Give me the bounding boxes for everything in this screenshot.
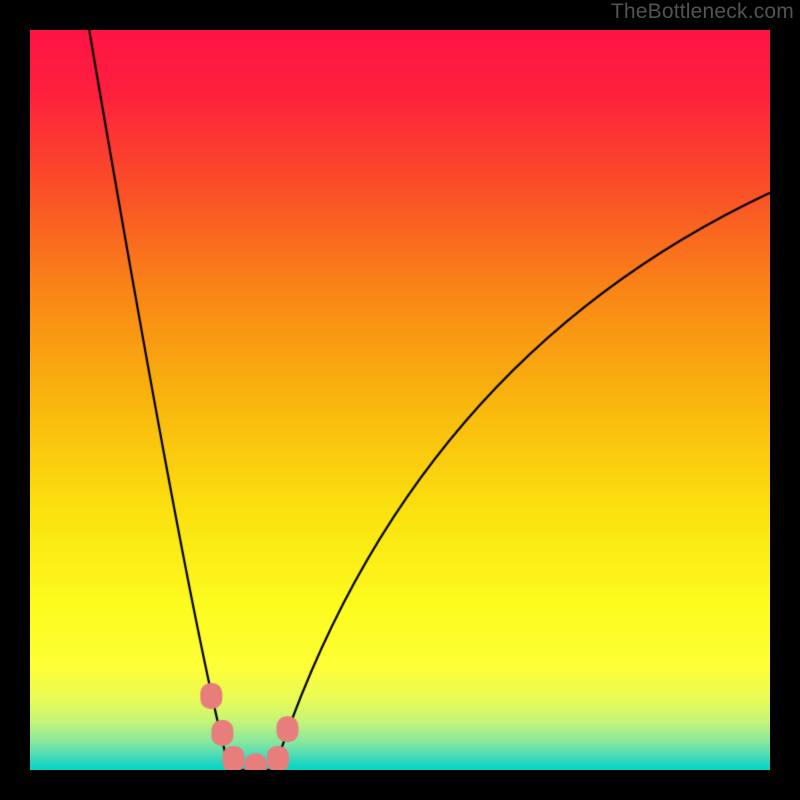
data-markers xyxy=(30,30,770,770)
plot-area xyxy=(30,30,770,770)
watermark-text: TheBottleneck.com xyxy=(611,0,794,24)
chart-stage: TheBottleneck.com xyxy=(0,0,800,800)
